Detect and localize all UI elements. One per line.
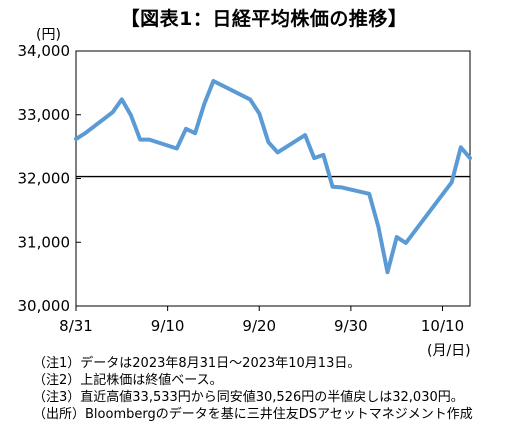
y-tick-label: 33,000 [18,106,71,124]
note-3: （注3）直近高値33,533円から同安値30,526円の半値戻しは32,030円… [33,390,464,405]
y-tick-label: 32,000 [18,170,71,188]
plot-area-frame [75,50,471,307]
x-tick-label: 8/31 [59,317,93,335]
nikkei-series-line [74,79,472,275]
note-2: （注2）上記株価は終値ベース。 [33,373,223,388]
y-tick-label: 31,000 [18,233,71,251]
x-tick-label: 9/30 [334,317,368,335]
y-tick-label: 34,000 [18,42,71,60]
y-tick-label: 30,000 [18,297,71,315]
chart-notes: （注1）データは2023年8月31日～2023年10月13日。 （注2）上記株価… [33,355,473,423]
y-axis-unit-label: (円) [36,27,61,43]
source-note: （出所）Bloombergのデータを基に三井住友DSアセットマネジメント作成 [33,407,473,422]
x-tick-label: 10/10 [421,317,464,335]
x-axis-unit-label: (月/日) [427,343,471,359]
x-tick-label: 9/20 [242,317,276,335]
chart-title: 【図表1：日経平均株価の推移】 [120,8,408,30]
x-tick-label: 9/10 [151,317,185,335]
note-1: （注1）データは2023年8月31日～2023年10月13日。 [33,356,361,371]
